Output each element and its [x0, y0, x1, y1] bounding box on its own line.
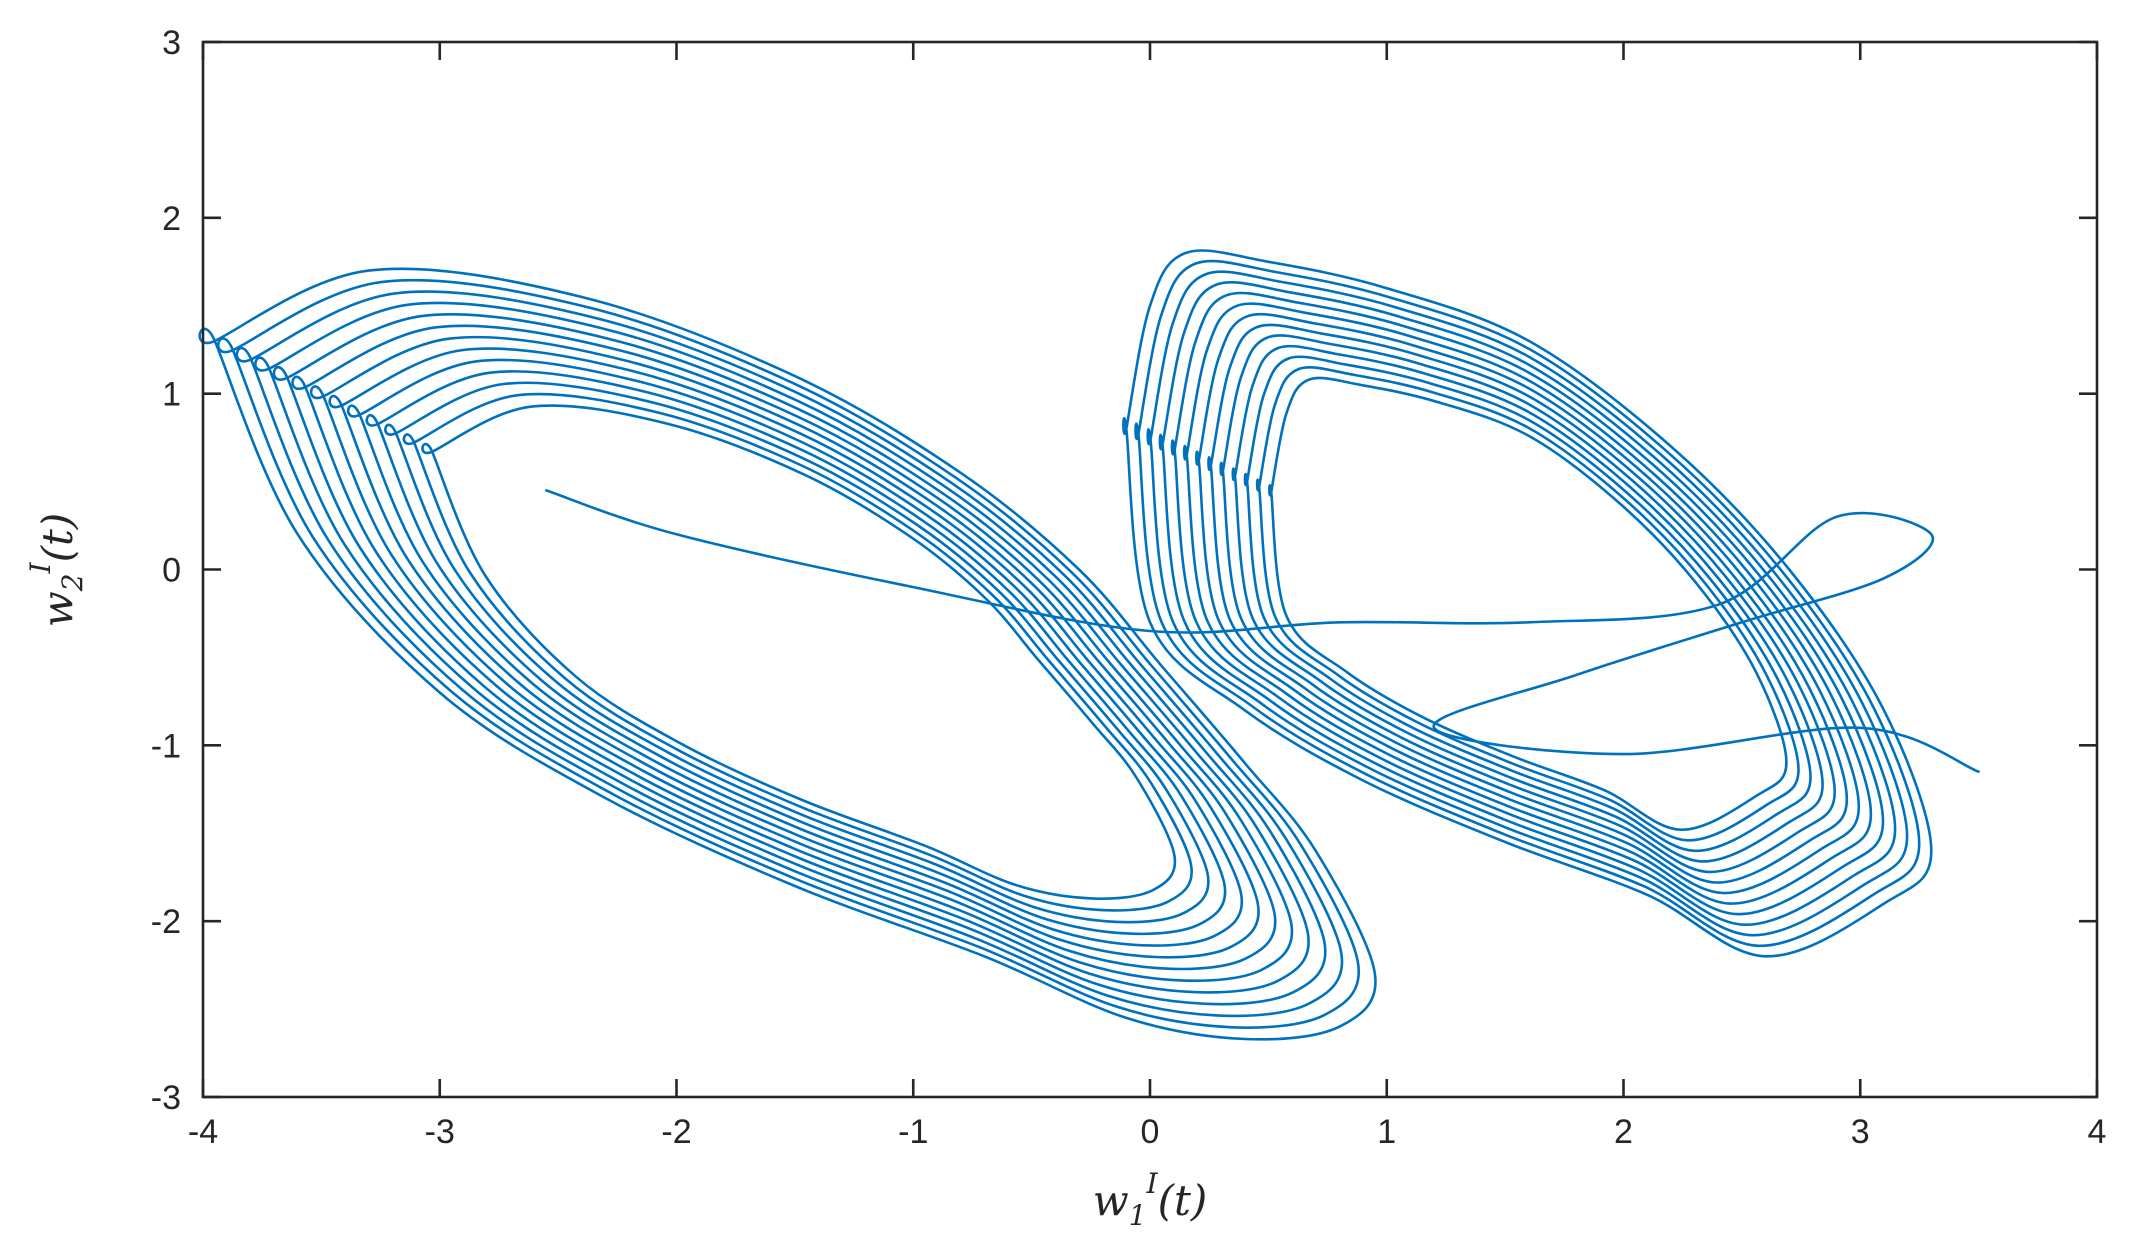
x-tick-label: 3 [1851, 1113, 1870, 1151]
y-tick-labels: -3 -2 -1 0 1 2 3 [151, 24, 181, 1117]
x-tick-label: -3 [425, 1113, 455, 1151]
x-axis-label-superscript: I [1146, 1167, 1159, 1200]
y-tick-label: -1 [151, 727, 181, 765]
y-tick-label: 1 [162, 376, 181, 414]
axis-ticks [201, 40, 2099, 1099]
y-axis-label-subscript: 2 [56, 573, 89, 592]
x-tick-labels: -4 -3 -2 -1 0 1 2 3 4 [188, 1113, 2107, 1151]
y-tick-label: 0 [162, 552, 181, 590]
right-lobe-loop [1243, 355, 1812, 853]
transient-path [545, 489, 1980, 773]
left-lobe-loop [291, 324, 1294, 983]
y-tick-label: -2 [151, 903, 181, 941]
left-lobe-loop [328, 347, 1260, 959]
right-lobe-loop [1195, 312, 1861, 895]
left-lobe-loop [384, 381, 1210, 924]
y-axis-label-superscript: I [24, 561, 57, 574]
right-lobe-loop [1231, 344, 1824, 863]
x-tick-label: -2 [661, 1113, 691, 1151]
right-lobe-loop [1182, 302, 1873, 905]
right-lobe-loop [1170, 291, 1885, 916]
y-tick-label: 2 [162, 200, 181, 238]
x-tick-label: 0 [1141, 1113, 1160, 1151]
right-lobe-loop [1158, 281, 1897, 927]
left-lobe-loop [217, 278, 1361, 1029]
left-lobe-loop [254, 301, 1327, 1006]
right-lobe-loop [1219, 334, 1836, 874]
left-lobe-loop [272, 313, 1310, 994]
x-axis-label-subscript: 1 [1129, 1199, 1147, 1232]
x-tick-label: -4 [188, 1113, 218, 1151]
y-tick-label: 3 [162, 24, 181, 62]
x-tick-label: -1 [898, 1113, 928, 1151]
right-lobe-loop [1207, 323, 1849, 884]
x-tick-label: 2 [1614, 1113, 1633, 1151]
left-lobe-loop [421, 404, 1177, 900]
left-lobe-loop [402, 392, 1193, 912]
y-tick-label: -3 [151, 1079, 181, 1117]
right-lobe-loop [1268, 376, 1788, 832]
right-lobe-loop [1122, 249, 1933, 958]
left-lobe-loop [198, 267, 1377, 1041]
trajectory-series [198, 249, 1980, 1041]
x-axis-label: w1I(t) [1093, 1167, 1208, 1232]
right-lobe-loop [1146, 270, 1909, 937]
right-lobe-loop [1134, 259, 1921, 948]
left-lobe-loop [309, 335, 1277, 971]
left-lobe-loop [346, 358, 1244, 947]
x-tick-label: 1 [1377, 1113, 1396, 1151]
x-tick-label: 4 [2088, 1113, 2107, 1151]
left-lobe-loop [235, 290, 1344, 1018]
left-lobe-loop [365, 370, 1227, 936]
y-axis-label: w2I(t) [24, 513, 89, 628]
right-lobe-loop [1255, 366, 1800, 842]
